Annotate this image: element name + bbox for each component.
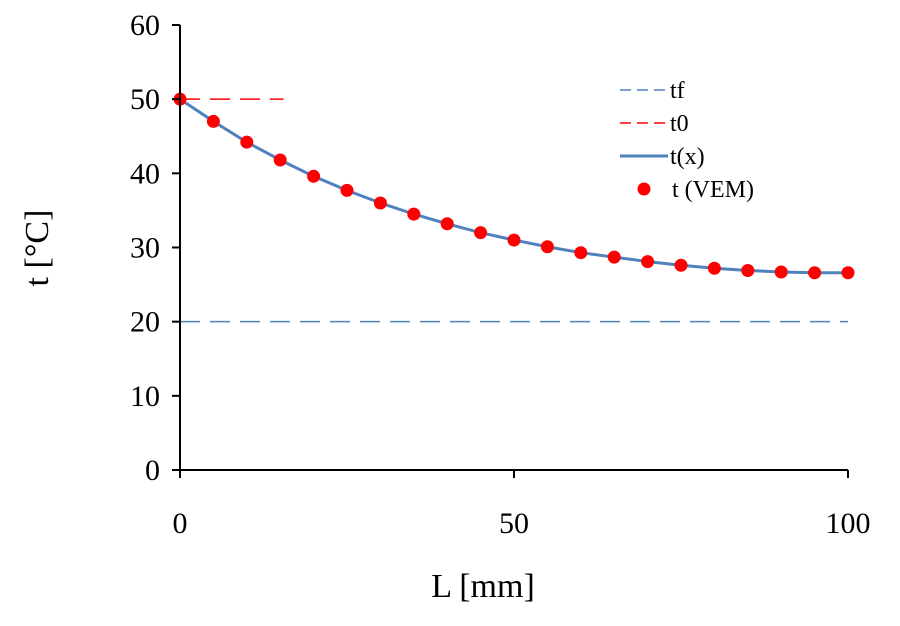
y-tick-label: 20 — [130, 306, 160, 339]
data-point-t-vem — [841, 266, 855, 280]
data-point-t-vem — [674, 258, 688, 272]
y-axis-title: t [°C] — [19, 210, 56, 287]
data-point-t-vem — [206, 114, 220, 128]
y-tick-label: 50 — [130, 83, 160, 116]
axes-layer: 0 10 20 30 40 50 60 0 50 100 — [130, 9, 871, 540]
data-point-t-vem — [507, 233, 521, 247]
data-point-t-vem — [307, 169, 321, 183]
data-point-t-vem — [273, 153, 287, 167]
data-point-t-vem — [641, 255, 655, 269]
x-tick-label: 100 — [826, 507, 871, 540]
y-tick-label: 10 — [130, 380, 160, 413]
x-axis-title: L [mm] — [431, 568, 535, 605]
y-tick-label: 60 — [130, 9, 160, 42]
legend: tf t0 t(x) t (VEM) — [620, 78, 754, 203]
data-point-t-vem — [607, 250, 621, 264]
data-point-t-vem — [240, 135, 254, 149]
data-point-t-vem — [707, 261, 721, 275]
legend-label-t-x: t(x) — [670, 144, 705, 170]
x-tick-label: 0 — [173, 507, 188, 540]
data-point-t-vem — [540, 240, 554, 254]
legend-label-t0: t0 — [670, 111, 689, 137]
y-tick-label: 40 — [130, 157, 160, 190]
data-point-t-vem — [407, 207, 421, 221]
y-tick-label: 30 — [130, 232, 160, 265]
data-point-t-vem — [574, 246, 588, 260]
legend-label-tf: tf — [670, 78, 685, 104]
data-point-t-vem — [373, 196, 387, 210]
legend-symbol-t-vem — [637, 182, 651, 196]
series-layer — [173, 92, 855, 323]
data-point-t-vem — [808, 266, 822, 280]
data-point-t-vem — [340, 183, 354, 197]
data-point-t-vem — [440, 217, 454, 231]
x-tick-label: 50 — [499, 507, 529, 540]
data-point-t-vem — [741, 263, 755, 277]
y-tick-label: 0 — [145, 454, 160, 487]
data-point-t-vem — [474, 226, 488, 240]
data-point-t-vem — [774, 265, 788, 279]
legend-label-t-vem: t (VEM) — [672, 177, 754, 203]
